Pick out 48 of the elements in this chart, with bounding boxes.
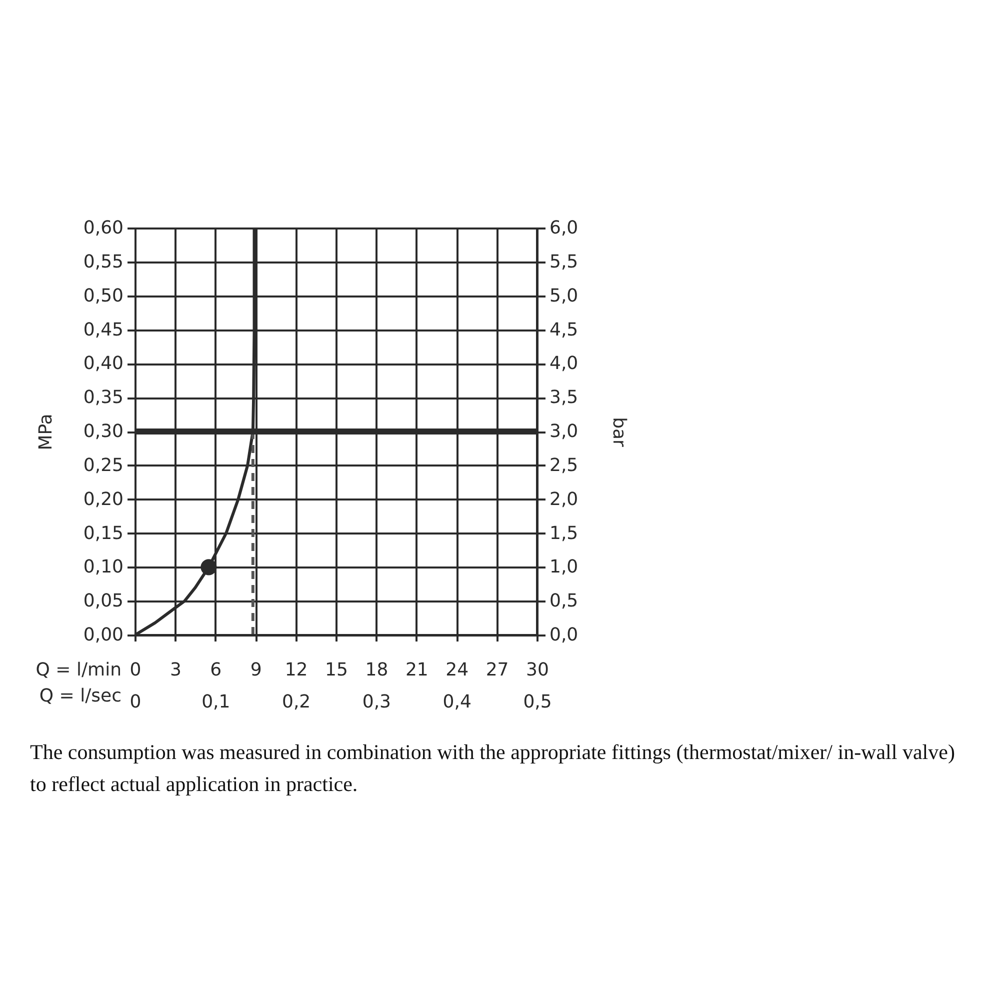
x-tick-label: 27 [486,660,509,680]
y2-tick-label: 0,0 [550,624,578,646]
y2-tick-label: 1,5 [550,522,578,544]
y2-tick-label: 2,5 [550,454,578,476]
y-tick-label: 0,45 [83,319,124,340]
x-tick-label: 18 [365,660,388,680]
x-tick-label: 15 [325,660,348,680]
x2-tick-label: 0,1 [202,692,230,712]
x-tick-label: 0 [130,660,142,680]
y-axis-title: MPa [36,414,56,450]
y2-tick-label: 4,0 [550,353,578,374]
y-tick-label: 0,10 [83,556,124,578]
y-tick-label: 0,50 [83,285,124,306]
text: The consumption was measured in combination with the appropriate fittings (thermostat/mixer/ in-wall valve) to reflect actual application in practice. [30,739,956,798]
x-tick-label: 30 [526,660,549,680]
y2-tick-label: 5,5 [550,251,578,272]
x2-tick-label: 0 [130,692,142,712]
y-tick-label: 0,40 [83,353,124,374]
x-tick-label: 3 [170,660,182,680]
y2-tick-label: 0,5 [550,590,578,612]
x2-tick-label: 0,5 [523,692,552,712]
x-tick-label: 9 [250,660,262,680]
x-tick-label: 12 [284,660,308,680]
x2-axis-title: Q = l/sec [39,686,122,706]
y-tick-label: 0,55 [83,251,124,272]
y-tick-label: 0,60 [83,218,124,238]
y2-tick-label: 3,0 [550,421,578,442]
x-tick-label: 6 [210,660,222,680]
y2-tick-label: 6,0 [550,218,578,238]
y-tick-label: 0,00 [83,624,124,646]
x2-tick-label: 0,4 [442,692,472,712]
y2-tick-label: 2,0 [550,488,578,510]
y2-tick-label: 3,5 [550,387,578,408]
x-tick-label: 24 [446,660,469,680]
y2-tick-label: 5,0 [550,285,578,306]
y2-tick-label: 4,5 [550,319,578,340]
x2-tick-label: 0,3 [362,692,392,712]
y-tick-label: 0,35 [83,387,124,408]
y2-axis-title: bar [608,417,630,448]
y-tick-label: 0,25 [83,454,124,476]
x-tick-label: 21 [405,660,428,680]
y-tick-label: 0,15 [83,522,124,544]
y-tick-label: 0,20 [83,488,124,510]
x-axis-title: Q = l/min [36,660,122,680]
x2-tick-label: 0,2 [282,692,311,712]
y-tick-label: 0,30 [83,421,124,442]
y2-tick-label: 1,0 [550,556,578,578]
y-tick-label: 0,05 [83,590,124,612]
